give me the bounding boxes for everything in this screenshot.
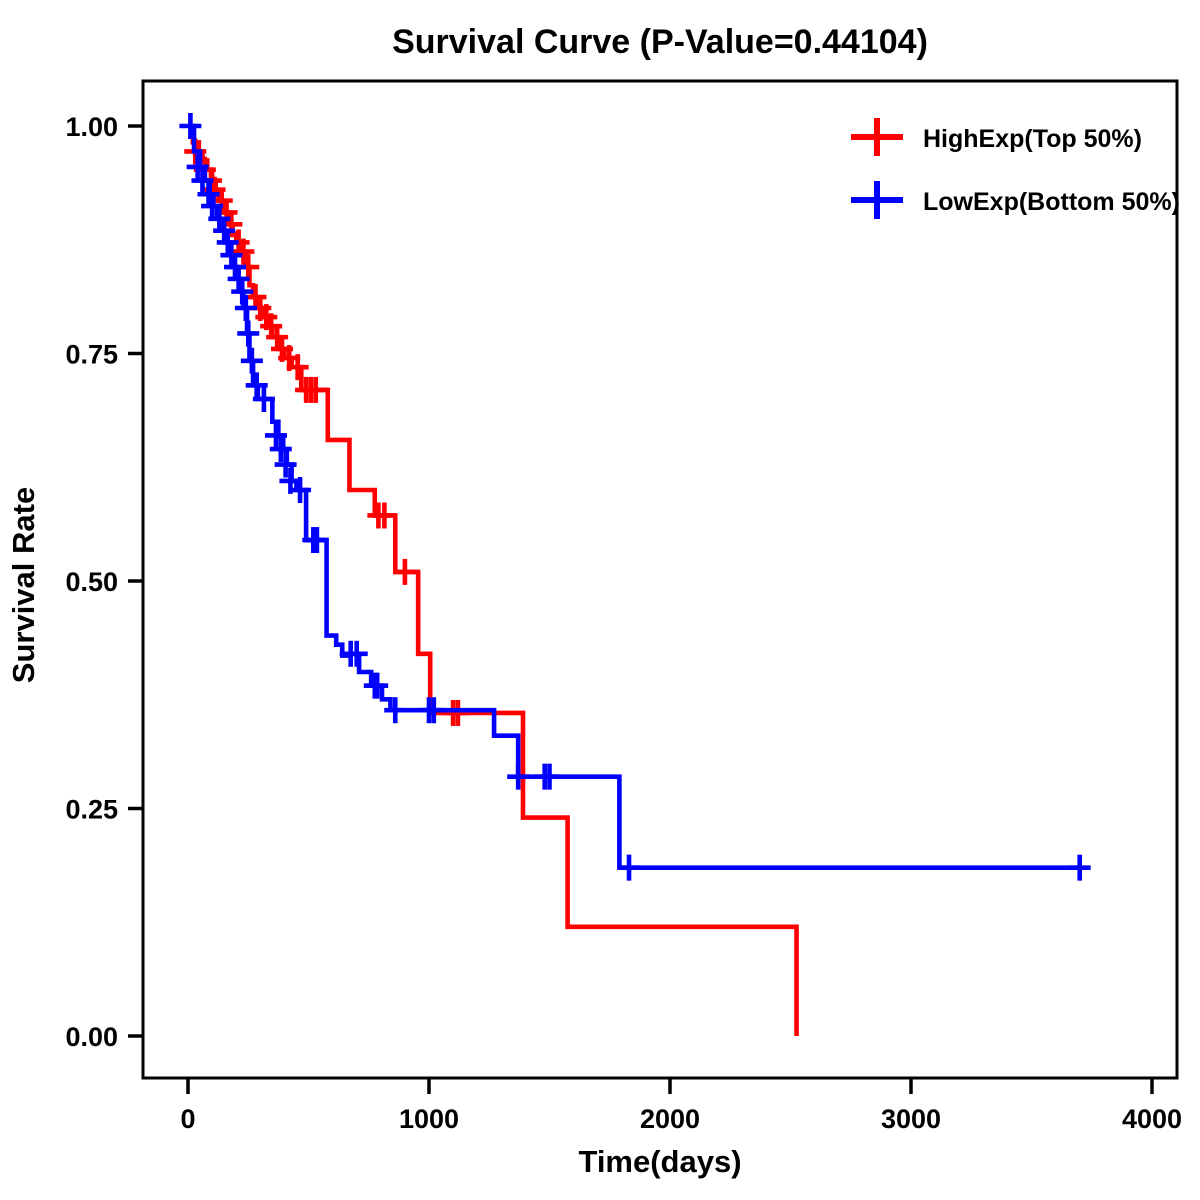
y-axis-label: Survival Rate — [6, 487, 41, 683]
x-tick-label-0: 0 — [180, 1104, 195, 1134]
legend-label: LowExp(Bottom 50%) — [923, 188, 1180, 216]
legend-item-high-exp[interactable]: HighExp(Top 50%) — [851, 118, 1142, 156]
page-title: Survival Curve (P-Value=0.44104) — [392, 23, 928, 61]
y-tick-label-0: 0.00 — [65, 1022, 118, 1052]
y-tick-label-3: 0.75 — [65, 340, 118, 370]
y-tick-label-1: 0.25 — [65, 795, 118, 825]
x-tick-label-4: 4000 — [1122, 1104, 1182, 1134]
series-layer — [179, 113, 1091, 1036]
x-axis-label: Time(days) — [578, 1144, 741, 1179]
x-tick-label-3: 3000 — [881, 1104, 941, 1134]
x-tick-label-2: 2000 — [640, 1104, 700, 1134]
censor-marks — [179, 113, 1091, 881]
series-low-exp — [179, 113, 1091, 881]
x-tick-label-1: 1000 — [399, 1104, 459, 1134]
y-tick-label-4: 1.00 — [65, 112, 118, 142]
y-axis-ticks: 0.00 0.25 0.50 0.75 1.00 — [65, 112, 143, 1052]
chart-legend: HighExp(Top 50%) LowExp(Bottom 50%) — [851, 118, 1180, 219]
x-axis-ticks: 0 1000 2000 3000 4000 — [180, 1078, 1182, 1134]
legend-label: HighExp(Top 50%) — [923, 125, 1142, 153]
y-tick-label-2: 0.50 — [65, 567, 118, 597]
legend-item-low-exp[interactable]: LowExp(Bottom 50%) — [851, 181, 1180, 219]
